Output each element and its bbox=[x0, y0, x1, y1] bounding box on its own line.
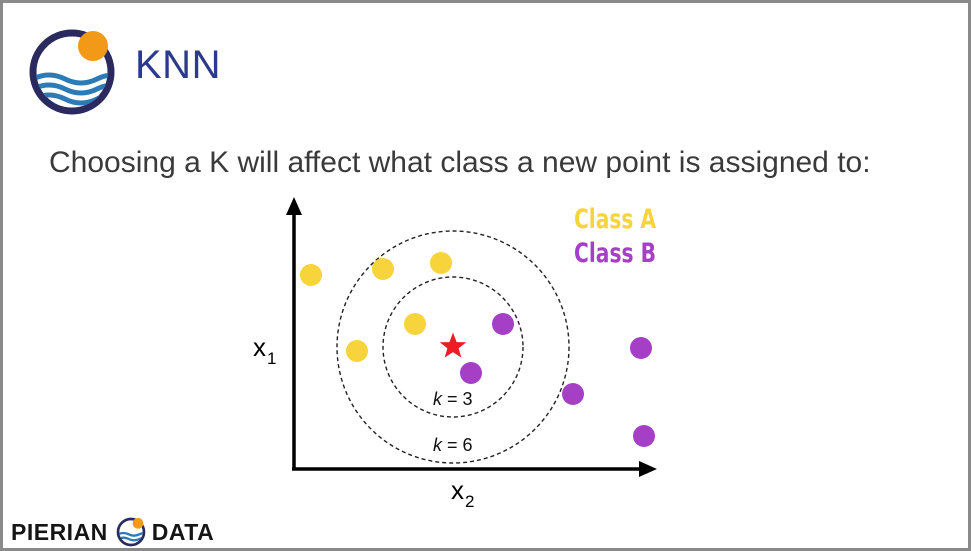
class-a-point bbox=[430, 252, 452, 274]
x-axis-label: x2 bbox=[451, 475, 474, 511]
legend-class-b: Class B bbox=[574, 238, 656, 269]
pierian-logo-icon bbox=[29, 29, 115, 115]
y-axis-arrow-icon bbox=[286, 197, 302, 215]
knn-diagram: x1 x2 k = 3 k = 6 Class A Class B bbox=[253, 197, 657, 511]
star-icon bbox=[439, 332, 467, 358]
class-a-point bbox=[372, 258, 394, 280]
class-b-point bbox=[562, 383, 584, 405]
footer-brand: PIERIAN DATA bbox=[11, 515, 215, 548]
class-a-point bbox=[346, 340, 368, 362]
footer-right-word: DATA bbox=[151, 518, 215, 545]
y-axis-label: x1 bbox=[253, 332, 276, 368]
footer-left-word: PIERIAN bbox=[11, 518, 108, 545]
class-a-point bbox=[404, 313, 426, 335]
x-axis-arrow-icon bbox=[639, 461, 657, 477]
legend-class-a: Class A bbox=[574, 204, 656, 235]
slide-subtitle: Choosing a K will affect what class a ne… bbox=[49, 146, 871, 179]
k3-label: k = 3 bbox=[433, 389, 473, 409]
class-a-point bbox=[300, 264, 322, 286]
k6-label: k = 6 bbox=[433, 435, 473, 455]
class-b-point bbox=[630, 337, 652, 359]
k6-circle bbox=[336, 230, 570, 464]
class-b-point bbox=[460, 362, 482, 384]
k3-circle bbox=[382, 276, 524, 418]
pierian-small-logo-icon bbox=[116, 517, 146, 547]
class-b-point bbox=[492, 313, 514, 335]
slide-title: KNN bbox=[135, 43, 221, 87]
class-b-point bbox=[633, 425, 655, 447]
